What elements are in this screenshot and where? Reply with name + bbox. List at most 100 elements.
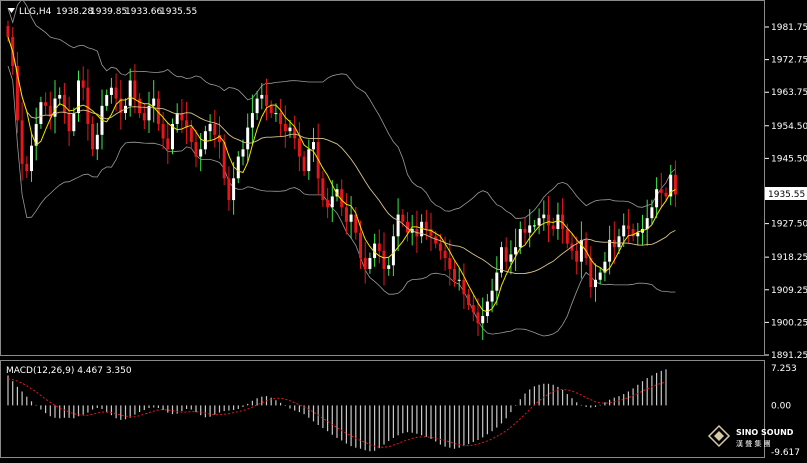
candle	[673, 160, 677, 208]
candle	[340, 179, 344, 217]
price-tick-label: 1909.25	[771, 286, 807, 296]
candle	[617, 228, 621, 255]
chart-menu-triangle-icon[interactable]	[8, 8, 15, 13]
candle	[86, 69, 90, 141]
candle	[189, 119, 193, 149]
symbol-label: LLG,H4	[19, 7, 52, 17]
close-price: 1935.55	[160, 7, 197, 17]
candle	[326, 188, 330, 219]
candle	[171, 118, 174, 155]
candle	[650, 199, 654, 226]
high-price: 1939.85	[90, 7, 127, 17]
candle	[297, 122, 301, 172]
candle	[255, 90, 259, 120]
candle	[218, 116, 221, 159]
candle	[20, 101, 24, 181]
candle	[335, 183, 339, 202]
candle	[293, 115, 297, 150]
candle	[377, 229, 381, 264]
candle	[283, 105, 287, 148]
candle	[44, 92, 48, 115]
candle	[575, 236, 579, 275]
candle	[406, 212, 409, 242]
candle	[279, 98, 283, 137]
candle	[584, 232, 588, 265]
candle	[269, 100, 273, 118]
candle	[138, 93, 142, 118]
candle	[91, 116, 95, 157]
candle	[321, 170, 325, 207]
candle	[636, 222, 640, 246]
candle	[260, 82, 264, 110]
candle	[514, 228, 518, 272]
candle	[302, 151, 306, 176]
candle	[391, 224, 395, 277]
candle	[25, 156, 29, 178]
candle	[274, 103, 278, 122]
candle	[330, 180, 334, 222]
candle	[133, 64, 137, 114]
candle	[232, 162, 236, 215]
macd-histogram	[7, 369, 667, 452]
candle	[34, 107, 38, 161]
candle	[349, 196, 353, 239]
price-tick-label: 1891.25	[771, 351, 807, 361]
candle	[194, 130, 198, 168]
candle	[387, 257, 391, 276]
main-panel-frame	[0, 0, 765, 356]
candle	[631, 223, 635, 242]
candle	[598, 267, 602, 285]
moving-averages	[7, 36, 676, 313]
candle	[312, 127, 315, 163]
candle	[561, 198, 565, 244]
candle	[128, 68, 132, 117]
candle	[236, 151, 240, 184]
macd-axis: 7.253 0.00 -9.617	[771, 364, 800, 458]
candle	[453, 261, 456, 287]
candle	[429, 212, 433, 251]
candle	[166, 122, 170, 164]
candle	[208, 114, 212, 141]
macd-indicator-label: MACD(12,26,9) 4.467 3.350	[6, 366, 132, 376]
candle	[485, 293, 489, 323]
candle	[603, 251, 607, 282]
candle	[373, 233, 377, 267]
candle	[72, 107, 76, 137]
candle	[504, 237, 508, 271]
candle	[48, 91, 52, 130]
price-tick-label: 1918.25	[771, 253, 807, 263]
candle	[119, 80, 123, 130]
candle	[547, 196, 550, 243]
current-price-tag	[765, 187, 807, 200]
candle	[579, 221, 583, 279]
macd-tick-label: 0.00	[771, 401, 791, 411]
candle	[15, 51, 19, 134]
candle	[467, 288, 471, 311]
price-tick-label: 1981.75	[771, 23, 807, 33]
logo-text: SINO SOUND	[736, 428, 794, 437]
candle	[81, 66, 85, 101]
macd-tick-label: -9.617	[771, 448, 800, 458]
candle	[53, 80, 57, 134]
candle	[594, 263, 597, 302]
candle	[664, 187, 668, 202]
candle	[67, 96, 71, 146]
candle	[659, 172, 663, 208]
candle	[490, 278, 494, 313]
candle	[152, 80, 156, 123]
candle	[307, 139, 311, 180]
candle	[556, 202, 560, 240]
candle	[246, 113, 250, 163]
candle	[448, 239, 452, 286]
candle	[203, 125, 207, 155]
candle	[363, 241, 367, 284]
candle	[495, 256, 499, 306]
macd-panel-frame	[0, 360, 765, 458]
candle	[175, 103, 179, 133]
candle	[105, 89, 109, 111]
candle	[481, 297, 485, 340]
candle	[462, 263, 466, 309]
candle	[589, 246, 593, 298]
